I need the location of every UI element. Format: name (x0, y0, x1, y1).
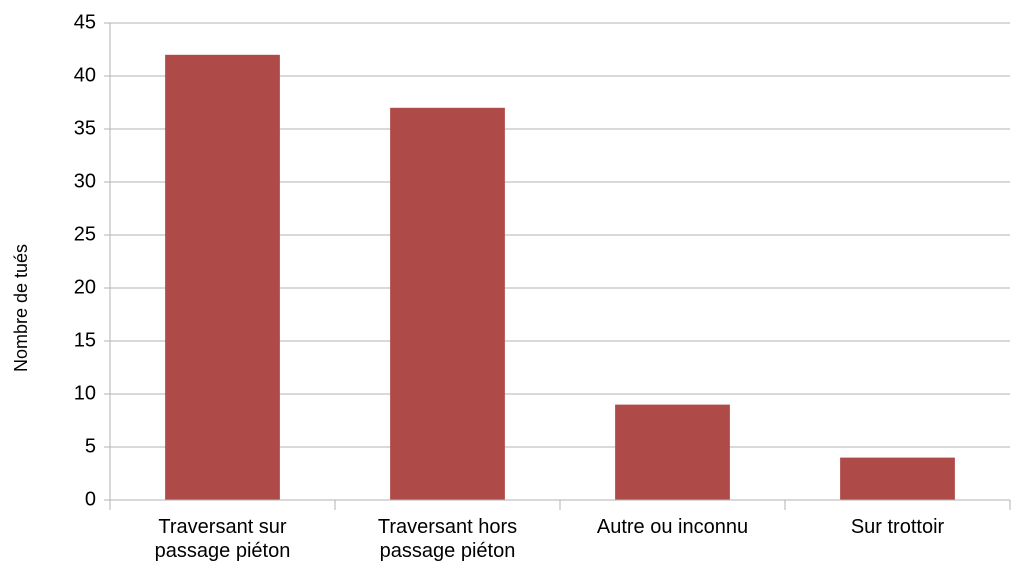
bar (165, 54, 280, 501)
x-tick-label-box: Traversant sur passage piéton (154, 516, 291, 562)
x-tick-label: Sur trottoir (850, 516, 945, 538)
bar (840, 457, 955, 500)
x-tick-label: Traversant sur passage piéton (154, 516, 291, 562)
y-tick-label: 30 (74, 170, 96, 192)
x-tick-label-box: Sur trottoir (850, 516, 945, 538)
y-axis-label: Nombre de tués (11, 244, 31, 372)
x-tick-label: Autre ou inconnu (596, 516, 749, 538)
y-tick-label: 20 (74, 276, 96, 298)
x-tick-label-box: Autre ou inconnu (596, 516, 749, 538)
y-tick-label: 40 (74, 64, 96, 86)
x-tick-label-box: Traversant hors passage piéton (377, 516, 518, 562)
y-tick-label: 45 (74, 11, 96, 33)
y-tick-label: 10 (74, 382, 96, 404)
bar (390, 107, 505, 501)
y-tick-label: 25 (74, 223, 96, 245)
y-tick-label: 0 (85, 488, 96, 510)
y-tick-label: 5 (85, 435, 96, 457)
bar (615, 404, 730, 500)
y-tick-label: 35 (74, 117, 96, 139)
y-tick-label: 15 (74, 329, 96, 351)
x-tick-label: Traversant hors passage piéton (377, 516, 518, 562)
